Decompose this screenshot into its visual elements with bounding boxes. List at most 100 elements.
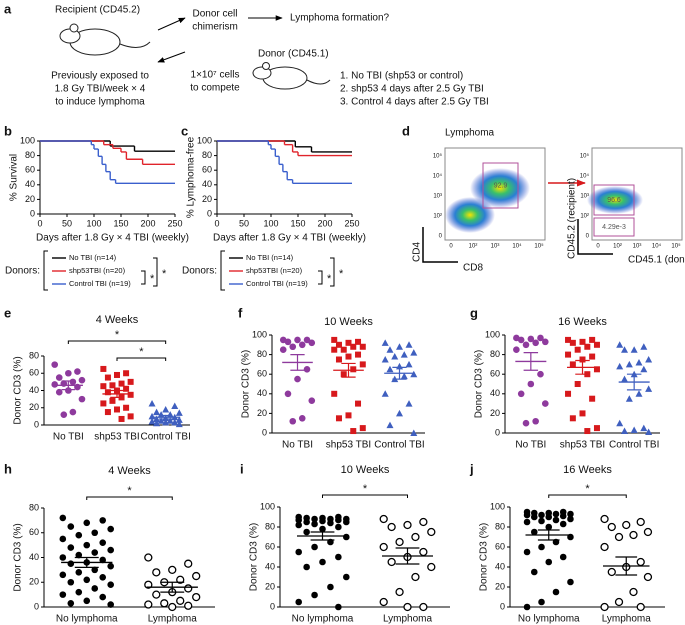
data-point (118, 380, 125, 387)
cells-label: to compete (190, 83, 240, 94)
y-tick-label: 80 (25, 150, 35, 160)
data-point (381, 339, 389, 346)
data-point (629, 587, 638, 597)
data-point (545, 523, 553, 531)
data-point (640, 343, 648, 350)
data-point (569, 361, 576, 368)
density-cloud (445, 197, 495, 233)
data-point (114, 406, 120, 413)
data-point (545, 513, 553, 521)
data-point (640, 365, 648, 373)
y-tick-label: 20 (490, 408, 500, 418)
sem-bar (575, 359, 590, 375)
sem-bar (74, 556, 99, 568)
data-point (645, 356, 653, 363)
data-point (114, 371, 120, 378)
y-tick-label: 10⁵ (580, 153, 590, 160)
data-point (75, 588, 83, 596)
sem-bar (310, 531, 335, 541)
y-tick-label: 80 (490, 349, 500, 359)
y-tick-label: 60 (257, 369, 267, 379)
data-point (523, 511, 531, 519)
data-point (99, 574, 107, 581)
data-point (552, 516, 560, 524)
y-tick-label: 40 (257, 388, 267, 398)
x-tick-label: shp53 TBI (560, 440, 605, 451)
data-point (99, 593, 107, 601)
data-point (107, 546, 114, 554)
chart-title: 16 Weeks (563, 464, 612, 476)
chart-title: 4 Weeks (96, 314, 139, 326)
data-point (614, 597, 624, 607)
data-point (340, 371, 347, 378)
legend-label: No TBI (n=14) (69, 253, 117, 262)
sem-bar (341, 362, 356, 378)
data-point (91, 549, 99, 556)
data-point (350, 428, 357, 435)
data-point (104, 389, 111, 396)
data-point (386, 365, 394, 373)
data-point (91, 585, 99, 592)
data-point (335, 603, 342, 611)
data-point (645, 385, 653, 392)
x-tick-label: 150 (290, 218, 305, 228)
data-point (589, 395, 596, 402)
legend-title: Donors: (182, 266, 217, 277)
x-tick-label: 250 (167, 218, 182, 228)
data-point (83, 576, 91, 584)
data-point (298, 341, 306, 349)
data-point (552, 510, 560, 518)
sem-bar (158, 414, 173, 420)
data-point (381, 356, 389, 363)
x-tick-label: No TBI (515, 440, 546, 451)
legend-bracket (220, 250, 225, 291)
gate (593, 217, 635, 237)
data-point (59, 535, 67, 543)
data-point (284, 338, 292, 346)
data-point (67, 599, 75, 607)
data-point (99, 517, 107, 524)
data-point (559, 512, 567, 520)
sem-bar (290, 354, 305, 371)
data-point (192, 592, 201, 602)
data-point (574, 346, 581, 353)
y-tick-label: 60 (495, 541, 505, 551)
data-point (99, 539, 107, 546)
data-point (59, 554, 67, 561)
data-point (625, 360, 633, 368)
data-point (123, 404, 130, 411)
sem-bar (615, 556, 638, 576)
y-tick-label: 40 (495, 561, 505, 571)
recipient-note: 1.8 Gy TBI/week × 4 (55, 84, 146, 95)
y-tick-label: 20 (29, 402, 39, 412)
data-point (419, 602, 428, 612)
y-tick-label: 10⁴ (580, 173, 590, 180)
data-point (100, 383, 107, 390)
data-point (419, 517, 428, 527)
data-point (405, 360, 413, 368)
data-point (635, 358, 643, 366)
data-point (396, 409, 403, 417)
y-tick-label: 40 (25, 179, 35, 189)
y-tick-label: 20 (257, 408, 267, 418)
y-tick-label: 10³ (433, 194, 442, 200)
data-point (636, 602, 645, 612)
data-point (308, 397, 316, 404)
data-point (153, 408, 161, 416)
data-point (311, 520, 318, 528)
x-tick-label: shp53 TBI (94, 432, 139, 443)
data-point (55, 374, 63, 381)
y-tick-label: 40 (29, 385, 39, 395)
data-point (538, 543, 545, 551)
data-point (335, 516, 342, 524)
y-tick-label: 100 (20, 135, 35, 145)
data-point (331, 390, 338, 397)
data-point (152, 568, 161, 577)
y-tick-label: 20 (495, 581, 505, 591)
y-tick-label: 0 (500, 601, 505, 611)
data-point (530, 513, 538, 521)
data-point (625, 395, 633, 402)
data-point (152, 590, 161, 599)
data-point (83, 597, 91, 605)
